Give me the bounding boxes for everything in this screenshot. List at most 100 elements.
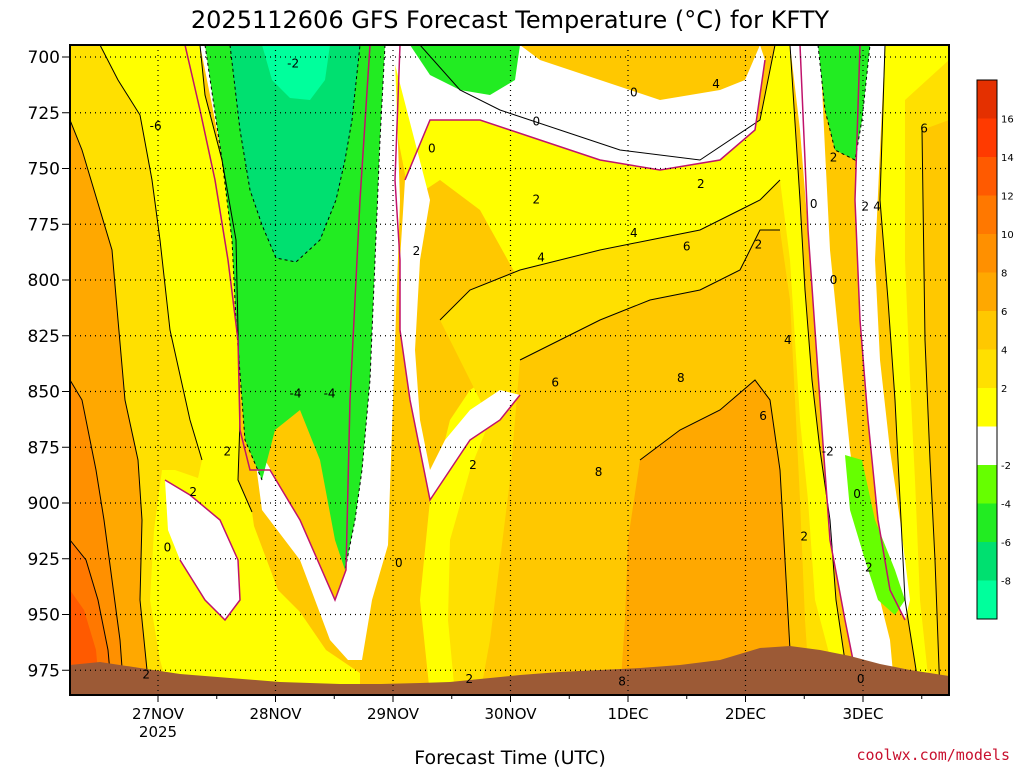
x-tick-sublabel: 2025	[139, 723, 177, 741]
x-tick-label: 2DEC	[725, 705, 766, 723]
contour-label: 4	[712, 77, 720, 91]
contour-label: 6	[551, 376, 559, 390]
colorbar-label: -4	[1001, 500, 1011, 511]
y-tick-label: 700	[28, 48, 60, 68]
grid-lines	[70, 45, 949, 695]
contour-label: 0	[164, 541, 172, 555]
contour-labels: -2-6-4 -42208102022020246024888642462020-…	[142, 57, 928, 689]
zero-contours	[164, 45, 906, 695]
contour-label: 2	[466, 672, 474, 686]
y-tick-label: 750	[28, 160, 60, 180]
contour-label: 8	[677, 371, 685, 385]
colorbar-label: 14	[1001, 153, 1014, 164]
contour-label: 2	[189, 485, 197, 499]
contour-line	[204, 45, 263, 481]
far-right-orange	[922, 120, 949, 695]
colorbar-swatch	[977, 157, 997, 196]
y-tick-label: 725	[28, 104, 60, 124]
contour-label: 2	[142, 668, 150, 682]
contour-label: 4	[630, 226, 638, 240]
contour-line	[854, 45, 906, 621]
y-tick-label: 875	[28, 438, 60, 458]
x-tick-label: 29NOV	[367, 705, 420, 723]
terrain-ground	[70, 646, 949, 695]
contour-label: 0	[857, 672, 865, 686]
dashed-contours	[204, 45, 871, 571]
contour-label: 0	[810, 197, 818, 211]
colorbar-label: -6	[1001, 538, 1011, 549]
contour-label: 2	[755, 237, 763, 251]
contour-label: -4	[324, 387, 336, 401]
cold-pocket-lowright	[845, 455, 905, 615]
contour-label: 6	[920, 121, 928, 135]
contour-line	[419, 45, 776, 161]
x-tick-label: 1DEC	[607, 705, 648, 723]
contour-label: 6	[759, 409, 767, 423]
contour-label: 8	[618, 674, 626, 688]
contour-line	[394, 45, 521, 502]
colorbar-label: -2	[1001, 461, 1011, 472]
y-tick-label: 975	[28, 661, 60, 681]
cold-tongue-core	[230, 45, 360, 262]
contour-label: 8	[595, 465, 603, 479]
credit-link[interactable]: coolwx.com/models	[856, 746, 1010, 764]
contour-label: 4	[784, 333, 792, 347]
colorbar-swatch	[977, 118, 997, 157]
zero-band-white-right2	[855, 45, 910, 620]
colorbar-swatch	[977, 349, 997, 388]
colorbar-label: 2	[1001, 384, 1007, 395]
contour-label: 2	[469, 458, 477, 472]
contour-label: 4	[537, 251, 545, 265]
y-tick-label: 825	[28, 327, 60, 347]
contour-label: -4	[289, 387, 301, 401]
contour-line	[199, 45, 253, 513]
cold-pocket-top	[410, 45, 520, 95]
mid-deep-orange-region	[620, 380, 792, 695]
colorbar-label: 16	[1001, 115, 1014, 126]
contour-label: 0	[853, 487, 861, 501]
contour-label: 2	[862, 199, 870, 213]
contour-line	[344, 45, 386, 571]
y-tick-label: 950	[28, 606, 60, 626]
contour-label: -2	[287, 57, 299, 71]
contour-line	[921, 129, 941, 695]
contour-label: 2	[533, 193, 541, 207]
solid-contours	[70, 45, 941, 695]
colorbar-swatch	[977, 388, 997, 427]
y-tick-label: 800	[28, 271, 60, 291]
x-tick-label: 28NOV	[249, 705, 302, 723]
colorbar-label: 4	[1001, 346, 1007, 357]
zero-band-white-right	[790, 45, 895, 695]
contour-label: 2	[413, 244, 421, 258]
contour-line	[879, 45, 921, 695]
y-tick-label: 900	[28, 494, 60, 514]
contour-label: 2	[697, 177, 705, 191]
x-tick-label: 30NOV	[484, 705, 537, 723]
plot-area: -2-6-4 -42208102022020246024888642462020-…	[70, 45, 949, 695]
colorbar-label: 6	[1001, 307, 1007, 318]
plot-frame	[69, 44, 950, 696]
contour-line	[799, 45, 861, 695]
contour-label: 0	[830, 273, 838, 287]
colorbar-swatch	[977, 580, 997, 619]
contour-line	[70, 119, 149, 681]
contour-line	[229, 45, 361, 263]
contour-label: -6	[150, 119, 162, 133]
contour-line	[99, 45, 203, 461]
contour-line	[519, 229, 780, 361]
contour-label: -2	[822, 445, 834, 459]
contour-label: 0	[630, 86, 638, 100]
zero-band-white-dip	[165, 480, 240, 620]
colorbar-swatch	[977, 426, 997, 465]
x-tick-label: 27NOV	[132, 705, 185, 723]
colorbar-swatch	[977, 503, 997, 542]
zero-band-white-left	[200, 45, 410, 660]
chart-title: 2025112606 GFS Forecast Temperature (°C)…	[191, 6, 830, 34]
contour-line	[817, 45, 871, 161]
colorbar-label: -8	[1001, 577, 1011, 588]
colorbar-label: 12	[1001, 192, 1014, 203]
contour-label: 0	[428, 141, 436, 155]
colorbar-frame	[976, 79, 998, 620]
